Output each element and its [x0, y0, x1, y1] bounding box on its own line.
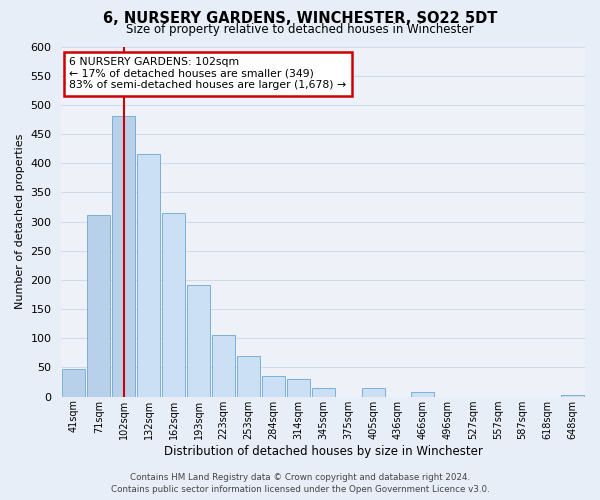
Bar: [212, 336, 235, 396]
Bar: [262, 376, 285, 396]
Text: Contains HM Land Registry data © Crown copyright and database right 2024.
Contai: Contains HM Land Registry data © Crown c…: [110, 472, 490, 494]
Bar: [312, 388, 335, 396]
Bar: [412, 392, 434, 396]
Bar: [162, 213, 185, 396]
Bar: [362, 388, 385, 396]
X-axis label: Distribution of detached houses by size in Winchester: Distribution of detached houses by size …: [164, 444, 482, 458]
Text: Size of property relative to detached houses in Winchester: Size of property relative to detached ho…: [126, 22, 474, 36]
Bar: [287, 379, 310, 396]
Bar: [237, 356, 260, 397]
Bar: [88, 215, 110, 396]
Bar: [112, 116, 135, 396]
Text: 6, NURSERY GARDENS, WINCHESTER, SO22 5DT: 6, NURSERY GARDENS, WINCHESTER, SO22 5DT: [103, 11, 497, 26]
Y-axis label: Number of detached properties: Number of detached properties: [15, 134, 25, 310]
Bar: [62, 369, 85, 396]
Text: 6 NURSERY GARDENS: 102sqm
← 17% of detached houses are smaller (349)
83% of semi: 6 NURSERY GARDENS: 102sqm ← 17% of detac…: [69, 57, 346, 90]
Bar: [137, 154, 160, 396]
Bar: [187, 284, 210, 397]
